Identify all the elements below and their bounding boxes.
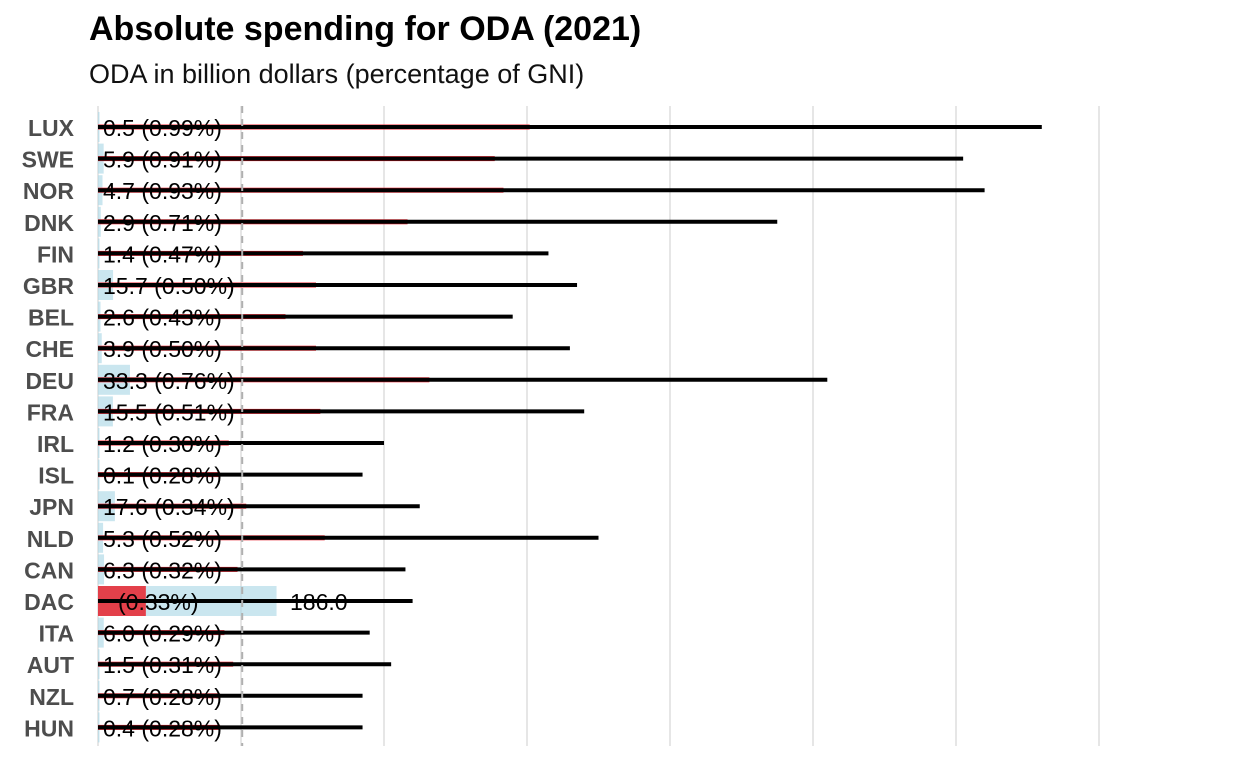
category-label-jpn: JPN [29,494,74,520]
category-label-aut: AUT [27,652,74,678]
value-label-deu: 33.3 (0.76%) [103,368,235,394]
category-label-isl: ISL [38,463,74,489]
value-label-dnk: 2.9 (0.71%) [103,210,222,236]
dac-value-label: 186.0 [290,589,348,615]
chart-subtitle: ODA in billion dollars (percentage of GN… [89,59,585,89]
reference-lines [98,125,1042,730]
category-label-fra: FRA [27,399,74,425]
category-label-fin: FIN [37,241,74,267]
value-label-aut: 1.5 (0.31%) [103,652,222,678]
value-label-ita: 6.0 (0.29%) [103,621,222,647]
value-label-can: 6.3 (0.32%) [103,557,222,583]
value-label-fin: 1.4 (0.47%) [103,241,222,267]
value-labels: 0.5 (0.99%) 5.9 (0.91%) 4.7 (0.93%) 2.9 (0.… [103,115,348,741]
value-label-lux: 0.5 (0.99%) [103,115,222,141]
category-label-nor: NOR [23,178,75,204]
value-label-nld: 5.3 (0.52%) [103,526,222,552]
category-label-can: CAN [24,557,74,583]
category-label-nzl: NZL [29,684,74,710]
value-label-irl: 1.2 (0.30%) [103,431,222,457]
category-label-ita: ITA [39,621,74,647]
value-label-jpn: 17.6 (0.34%) [103,494,235,520]
category-ticks: LUX SWE NOR DNK FIN GBR BEL CHE DEU FRA IRL ISL JPN N… [22,115,75,741]
category-label-swe: SWE [22,147,74,173]
category-label-gbr: GBR [23,273,75,299]
category-label-lux: LUX [28,115,75,141]
category-label-dnk: DNK [24,210,74,236]
value-label-gbr: 15.7 (0.50%) [103,273,235,299]
category-label-bel: BEL [28,305,74,331]
value-label-nor: 4.7 (0.93%) [103,178,222,204]
value-label-fra: 15.5 (0.51%) [103,399,235,425]
oda-bars [98,112,277,743]
value-label-che: 3.9 (0.50%) [103,336,222,362]
category-label-deu: DEU [25,368,74,394]
value-label-bel: 2.6 (0.43%) [103,305,222,331]
value-label-hun: 0.4 (0.28%) [103,715,222,741]
gridlines [97,106,1100,746]
value-label-dac: (0.33%) [118,589,199,615]
category-label-che: CHE [25,336,74,362]
chart-title: Absolute spending for ODA (2021) [89,10,642,48]
category-label-dac: DAC [24,589,74,615]
category-label-nld: NLD [27,526,74,552]
category-label-hun: HUN [24,715,74,741]
category-label-irl: IRL [37,431,74,457]
value-label-swe: 5.9 (0.91%) [103,147,222,173]
value-label-nzl: 0.7 (0.28%) [103,684,222,710]
value-label-isl: 0.1 (0.28%) [103,463,222,489]
